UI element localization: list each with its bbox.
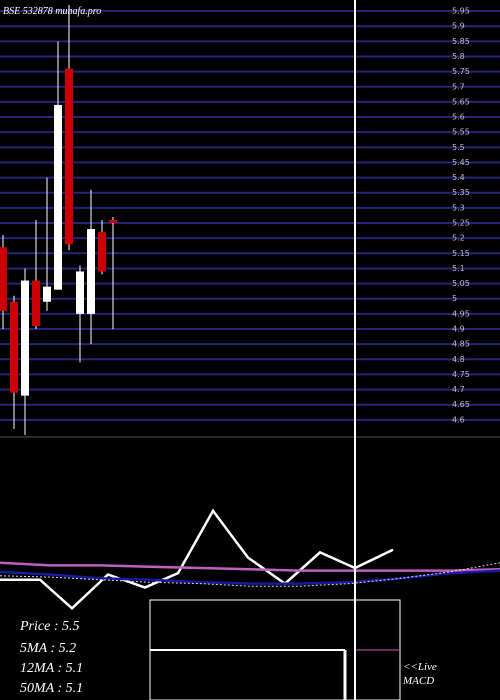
candle-body — [76, 271, 84, 314]
y-tick-label: 5.4 — [452, 173, 465, 182]
candle-body — [0, 247, 7, 311]
candle-body — [87, 229, 95, 314]
y-tick-label: 4.65 — [452, 400, 470, 409]
stat: 5MA : 5.2 — [20, 641, 76, 656]
macd-link[interactable]: MACD — [402, 675, 434, 687]
y-tick-label: 4.7 — [452, 385, 465, 394]
y-tick-label: 5.95 — [452, 7, 470, 16]
indicator-line — [0, 569, 500, 585]
y-tick-label: 4.9 — [452, 325, 465, 334]
indicator-line — [0, 562, 500, 587]
y-tick-label: 5.15 — [452, 249, 470, 258]
y-tick-label: 4.95 — [452, 309, 470, 318]
stat: 12MA : 5.1 — [20, 661, 83, 676]
y-tick-label: 5.8 — [452, 52, 465, 61]
y-tick-label: 4.75 — [452, 370, 470, 379]
y-tick-label: 5.75 — [452, 67, 470, 76]
candle-body — [98, 232, 106, 272]
y-tick-label: 5.6 — [452, 113, 465, 122]
y-tick-label: 4.6 — [452, 415, 465, 424]
y-tick-label: 5.7 — [452, 82, 465, 91]
chart-title: BSE 532878 munafa.pro — [3, 6, 101, 17]
y-tick-label: 5.35 — [452, 188, 470, 197]
y-tick-label: 5.55 — [452, 128, 470, 137]
y-tick-label: 4.85 — [452, 340, 470, 349]
candle-body — [65, 68, 73, 245]
indicator-line — [0, 561, 500, 572]
y-tick-label: 5.05 — [452, 279, 470, 288]
candle-body — [43, 286, 51, 302]
stat: Price : 5.5 — [19, 619, 79, 634]
y-tick-label: 5 — [452, 294, 457, 303]
y-tick-label: 5.3 — [452, 203, 465, 212]
y-tick-label: 5.85 — [452, 37, 470, 46]
y-tick-label: 5.9 — [452, 22, 465, 31]
indicator-line — [0, 508, 394, 610]
y-tick-label: 4.8 — [452, 355, 465, 364]
candle-body — [109, 220, 117, 224]
y-tick-label: 5.1 — [452, 264, 465, 273]
y-tick-label: 5.65 — [452, 97, 470, 106]
stat: 50MA : 5.1 — [20, 681, 83, 696]
candle-body — [32, 280, 40, 326]
live-link[interactable]: <<Live — [403, 661, 437, 673]
candle-body — [10, 301, 18, 393]
y-tick-label: 5.45 — [452, 158, 470, 167]
y-tick-label: 5.2 — [452, 234, 465, 243]
candle-body — [21, 280, 29, 396]
y-tick-label: 5.5 — [452, 143, 465, 152]
candle-body — [54, 104, 62, 290]
y-tick-label: 5.25 — [452, 219, 470, 228]
